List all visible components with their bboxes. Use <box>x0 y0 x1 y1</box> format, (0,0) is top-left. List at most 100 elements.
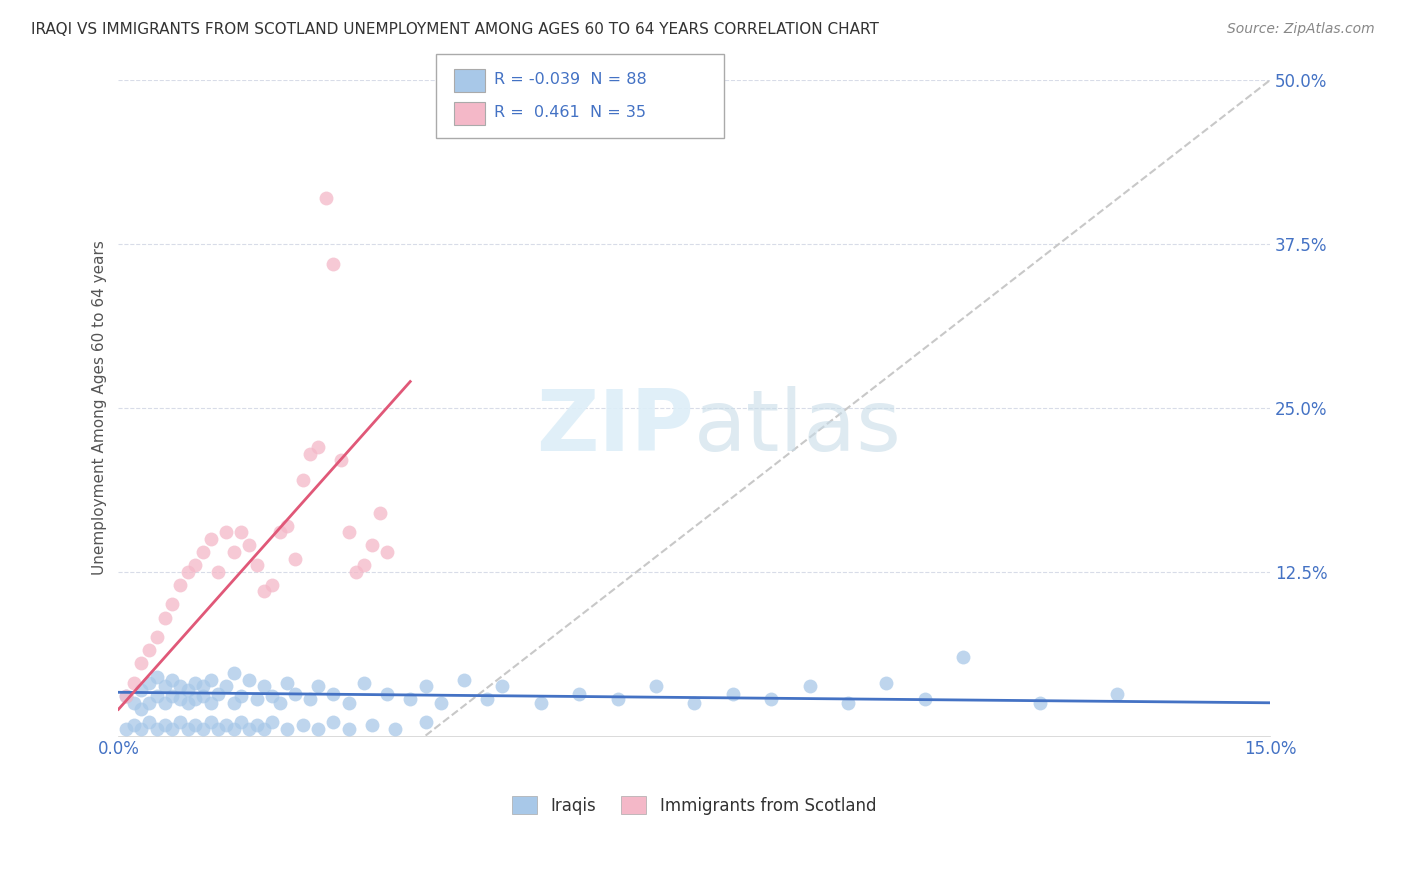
Point <box>238 722 260 736</box>
Point <box>875 676 897 690</box>
Point <box>176 682 198 697</box>
Point <box>207 565 229 579</box>
Point <box>169 578 191 592</box>
Point <box>122 696 145 710</box>
Point <box>269 696 291 710</box>
Legend: Iraqis, Immigrants from Scotland: Iraqis, Immigrants from Scotland <box>506 789 883 822</box>
Point <box>360 718 382 732</box>
Point <box>169 715 191 730</box>
Point <box>284 687 307 701</box>
Point <box>253 722 276 736</box>
Point <box>138 696 160 710</box>
Point <box>269 525 291 540</box>
Point <box>299 691 322 706</box>
Text: atlas: atlas <box>695 386 903 469</box>
Point <box>153 696 176 710</box>
Point <box>238 538 260 552</box>
Point <box>276 722 298 736</box>
Point <box>115 690 138 704</box>
Point <box>253 679 276 693</box>
Point <box>399 691 422 706</box>
Point <box>184 718 207 732</box>
Point <box>153 610 176 624</box>
Point <box>131 682 153 697</box>
Point <box>238 673 260 688</box>
Point <box>330 453 353 467</box>
Y-axis label: Unemployment Among Ages 60 to 64 years: Unemployment Among Ages 60 to 64 years <box>93 240 107 575</box>
Point <box>153 679 176 693</box>
Point <box>200 532 222 546</box>
Point <box>291 473 314 487</box>
Point <box>222 665 245 680</box>
Point <box>337 696 360 710</box>
Point <box>683 696 706 710</box>
Point <box>146 669 169 683</box>
Point <box>315 191 337 205</box>
Point <box>184 676 207 690</box>
Point <box>131 657 153 671</box>
Point <box>191 545 214 559</box>
Point <box>353 558 375 573</box>
Text: Source: ZipAtlas.com: Source: ZipAtlas.com <box>1227 22 1375 37</box>
Point <box>322 715 344 730</box>
Point <box>169 691 191 706</box>
Point <box>122 718 145 732</box>
Point <box>322 687 344 701</box>
Point <box>799 679 821 693</box>
Point <box>222 696 245 710</box>
Point <box>721 687 744 701</box>
Point <box>246 691 269 706</box>
Text: R = -0.039  N = 88: R = -0.039 N = 88 <box>494 72 647 87</box>
Point <box>131 722 153 736</box>
Point <box>184 558 207 573</box>
Point <box>307 679 329 693</box>
Point <box>146 690 169 704</box>
Point <box>115 690 138 704</box>
Point <box>430 696 453 710</box>
Point <box>284 551 307 566</box>
Text: ZIP: ZIP <box>537 386 695 469</box>
Point <box>153 718 176 732</box>
Text: R =  0.461  N = 35: R = 0.461 N = 35 <box>494 105 645 120</box>
Point <box>1105 687 1128 701</box>
Point <box>160 673 183 688</box>
Point <box>222 545 245 559</box>
Point <box>260 690 283 704</box>
Point <box>337 722 360 736</box>
Point <box>207 722 229 736</box>
Point <box>491 679 513 693</box>
Point <box>200 696 222 710</box>
Point <box>207 687 229 701</box>
Point <box>169 679 191 693</box>
Point <box>200 715 222 730</box>
Point <box>160 722 183 736</box>
Point <box>260 578 283 592</box>
Point <box>360 538 382 552</box>
Point <box>276 676 298 690</box>
Point <box>375 545 398 559</box>
Point <box>415 715 437 730</box>
Point <box>375 687 398 701</box>
Point <box>307 722 329 736</box>
Point <box>231 690 253 704</box>
Point <box>160 598 183 612</box>
Point <box>260 715 283 730</box>
Point <box>184 691 207 706</box>
Point <box>368 506 391 520</box>
Point <box>215 718 238 732</box>
Point <box>384 722 406 736</box>
Point <box>1029 696 1052 710</box>
Point <box>475 691 498 706</box>
Point <box>176 722 198 736</box>
Point <box>176 565 198 579</box>
Point <box>759 691 782 706</box>
Point <box>222 722 245 736</box>
Point <box>146 722 169 736</box>
Point <box>246 558 269 573</box>
Point <box>530 696 553 710</box>
Point <box>200 673 222 688</box>
Point <box>606 691 628 706</box>
Point <box>115 722 138 736</box>
Point <box>138 643 160 657</box>
Point <box>122 676 145 690</box>
